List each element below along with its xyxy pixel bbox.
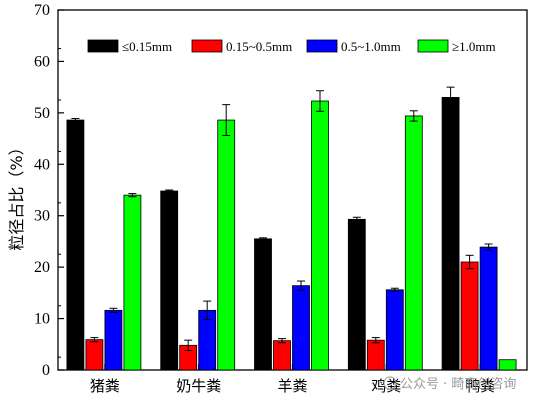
legend-label: 0.15~0.5mm — [226, 39, 292, 54]
y-tick-label: 20 — [34, 259, 50, 276]
bar — [104, 309, 123, 371]
x-category-label: 鸭粪 — [465, 377, 495, 395]
bar — [385, 289, 404, 371]
legend-swatch — [417, 39, 449, 53]
legend-label: ≤0.15mm — [122, 39, 172, 54]
bar — [292, 285, 310, 371]
bar — [479, 246, 498, 371]
y-tick-label: 40 — [34, 156, 50, 173]
bar — [441, 97, 460, 371]
x-category-label: 奶牛粪 — [176, 377, 221, 395]
bar — [85, 339, 104, 371]
bar — [217, 119, 236, 371]
bar — [66, 119, 85, 371]
bar — [311, 100, 329, 371]
bar — [366, 339, 385, 371]
bar — [404, 115, 423, 371]
bar — [273, 340, 291, 371]
legend: ≤0.15mm 0.15~0.5mm 0.5~1.0mm ≥1.0mm — [87, 39, 496, 54]
legend-swatch — [306, 39, 338, 53]
y-tick-label: 70 — [34, 2, 50, 19]
bar — [123, 194, 142, 371]
bar — [160, 190, 179, 371]
y-tick-label: 0 — [42, 362, 50, 379]
bar — [460, 261, 479, 371]
y-tick-label: 30 — [34, 208, 50, 225]
y-tick-label: 10 — [34, 311, 50, 328]
wechat-icon — [383, 376, 397, 390]
legend-swatch — [87, 39, 119, 53]
legend-swatch — [191, 39, 223, 53]
legend-label: ≥1.0mm — [452, 39, 496, 54]
bar — [498, 359, 517, 371]
x-category-label: 羊粪 — [277, 377, 307, 395]
watermark-text: 公众号 · 畸商创咨询 — [400, 377, 516, 392]
legend-label: 0.5~1.0mm — [341, 39, 401, 54]
y-axis-label: 粒径占比（%） — [7, 139, 26, 250]
y-tick-label: 50 — [34, 105, 50, 122]
plot-area: 0 10 20 30 40 50 60 70 猪粪 奶牛粪 羊粪 鸡粪 鸭粪 — [34, 2, 528, 395]
bar — [347, 218, 366, 371]
bar — [254, 238, 272, 371]
y-tick-label: 60 — [34, 53, 50, 70]
watermark: 公众号 · 畸商创咨询 — [383, 376, 516, 392]
x-category-label: 猪粪 — [90, 377, 120, 395]
x-category-label: 鸡粪 — [371, 377, 401, 395]
